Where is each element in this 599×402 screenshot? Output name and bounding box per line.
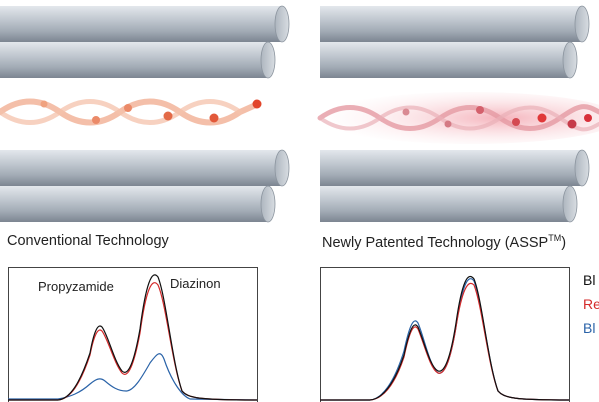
chromatogram-conventional <box>8 267 260 402</box>
legend-item-black: Bl <box>583 272 596 288</box>
ion-trajectory <box>317 92 599 144</box>
bottom-rods <box>320 149 590 223</box>
assp-illustration <box>310 0 599 228</box>
trademark-mark: TM <box>548 233 562 243</box>
caption-conventional: Conventional Technology <box>7 233 169 249</box>
peak-label-diazinon: Diazinon <box>170 276 221 291</box>
top-rods <box>320 5 590 79</box>
ion-trajectory <box>0 98 262 126</box>
caption-assp-text: Newly Patented Technology (ASSP <box>322 234 549 251</box>
caption-assp: Newly Patented Technology (ASSPTM) <box>322 233 566 251</box>
trace-red <box>320 282 570 401</box>
caption-assp-close: ) <box>561 234 567 251</box>
legend-item-red: Re <box>583 296 599 312</box>
legend-item-blue: Bl <box>583 320 596 336</box>
chromatogram-assp <box>320 267 572 402</box>
trace-blue <box>8 353 258 401</box>
conventional-illustration <box>0 0 295 228</box>
trace-black <box>8 274 258 401</box>
trace-blue <box>320 278 570 401</box>
bottom-rods <box>0 149 290 223</box>
top-rods <box>0 5 290 79</box>
peak-label-propyzamide: Propyzamide <box>38 279 114 294</box>
trace-black <box>320 275 570 401</box>
trace-red <box>8 282 258 401</box>
